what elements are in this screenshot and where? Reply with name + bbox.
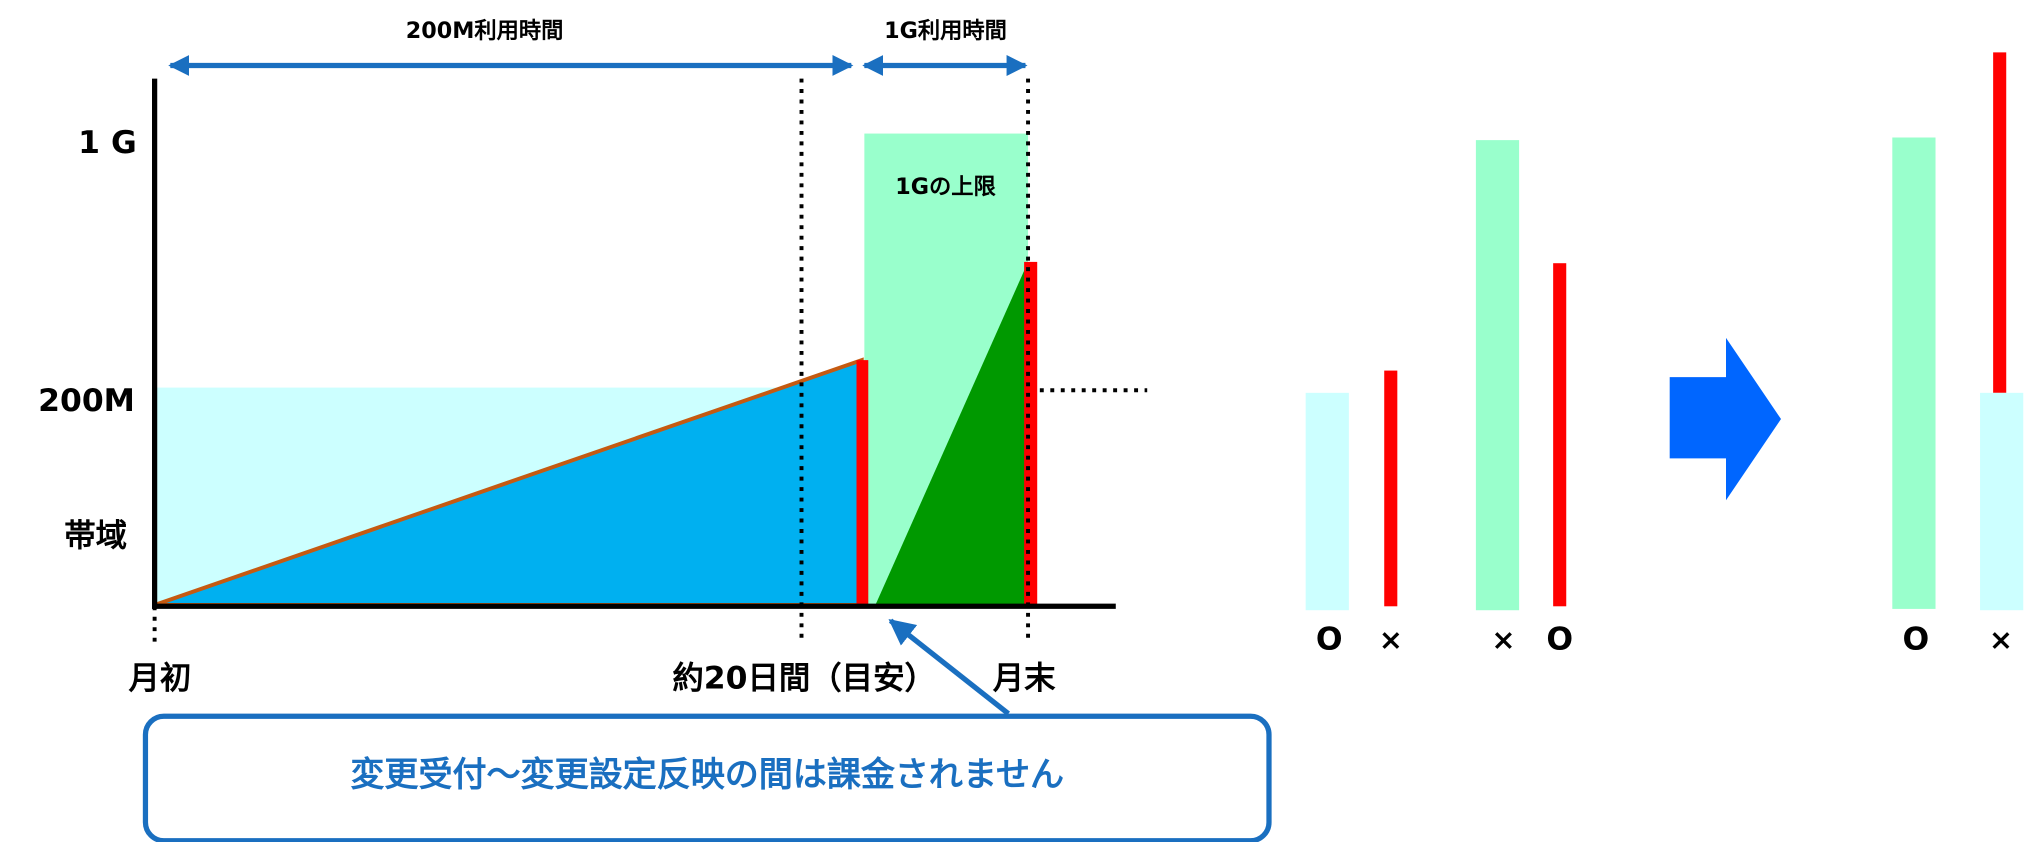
cyan-bar	[1980, 392, 2024, 611]
y-label: 1 G	[78, 125, 137, 161]
x-label: 約20日間（目安）	[672, 661, 936, 697]
red-bar	[1993, 52, 2007, 393]
red-bar	[856, 360, 869, 607]
x-label: 月末	[993, 661, 1056, 697]
symbol: O	[1546, 621, 1573, 657]
green-bar	[1892, 137, 1936, 609]
symbol: ×	[1491, 623, 1515, 657]
red-bar	[1024, 261, 1038, 607]
green-bar	[1475, 140, 1520, 611]
span-label: 200M利用時間	[406, 18, 564, 44]
transition-arrow	[1669, 337, 1782, 501]
y-label: 200M	[38, 383, 135, 419]
cyan-bar	[1305, 392, 1349, 611]
callout-box	[142, 713, 1272, 842]
limit-label: 1Gの上限	[895, 174, 996, 200]
y-label: 帯域	[64, 518, 127, 554]
span-label: 1G利用時間	[884, 18, 1007, 44]
red-bar	[1553, 263, 1567, 607]
symbol: ×	[1989, 623, 2013, 657]
symbol: O	[1316, 621, 1343, 657]
red-bar	[1384, 370, 1398, 607]
symbol: ×	[1379, 623, 1403, 657]
x-label: 月初	[128, 661, 191, 697]
callout-text: 変更受付～変更設定反映の間は課金されません	[350, 755, 1064, 795]
callout-arrow	[888, 618, 1011, 716]
symbol: O	[1903, 621, 1930, 657]
